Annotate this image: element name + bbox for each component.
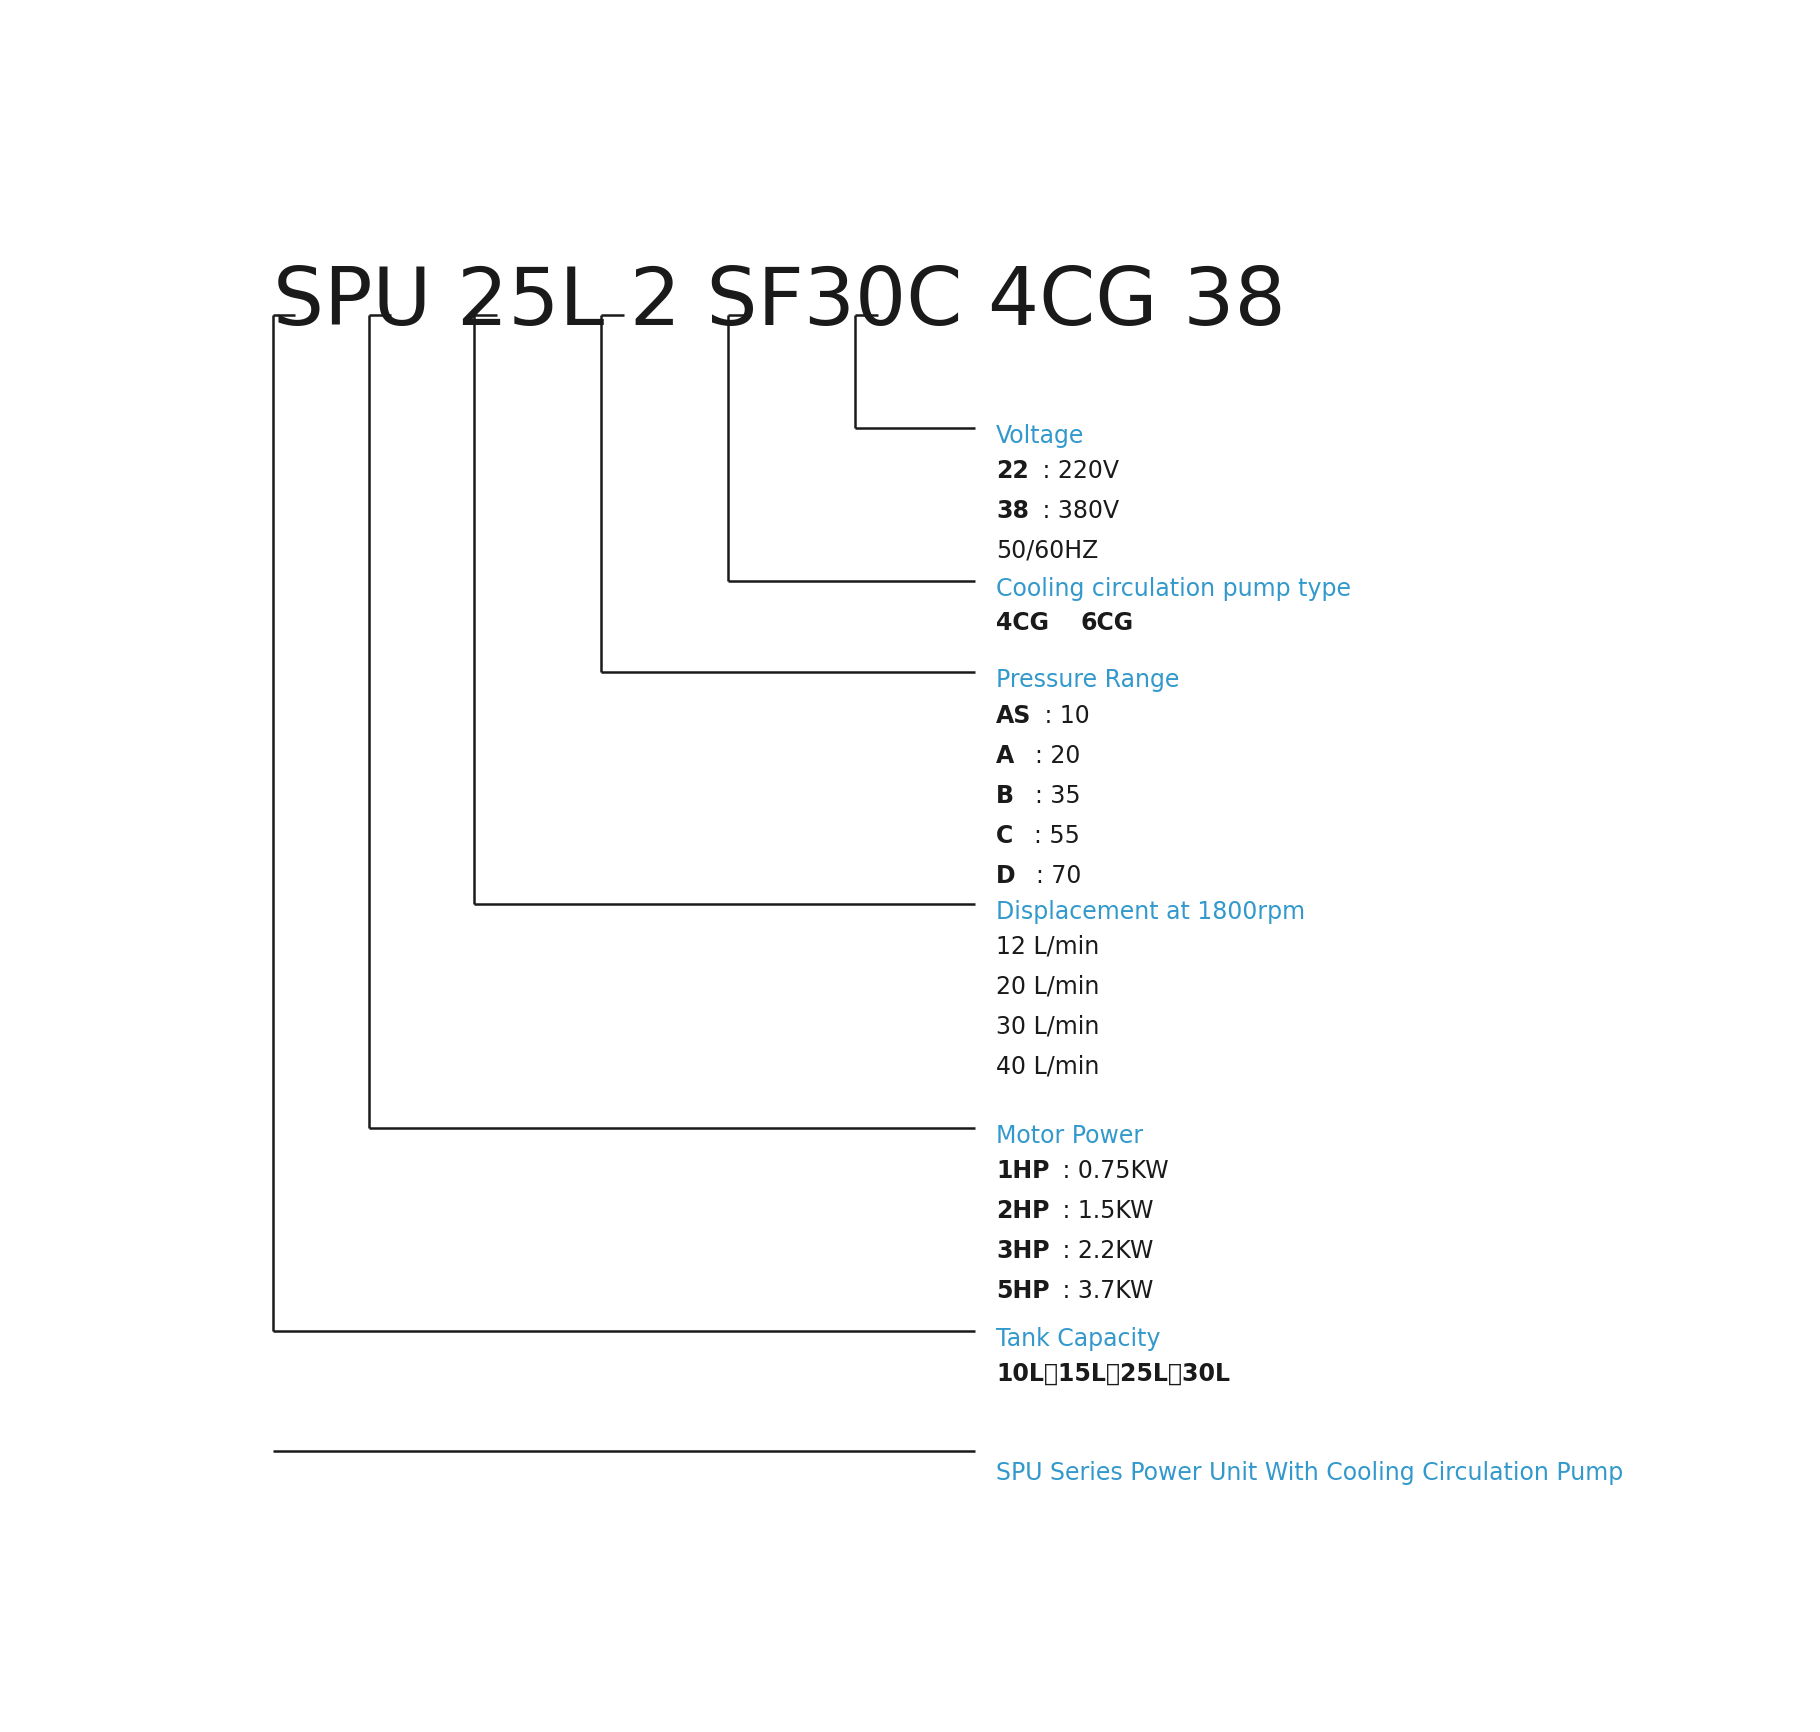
Text: Pressure Range: Pressure Range <box>996 669 1179 693</box>
Text: A: A <box>996 745 1014 767</box>
Text: Cooling circulation pump type: Cooling circulation pump type <box>996 577 1350 601</box>
Text: 22: 22 <box>996 459 1028 483</box>
Text: 38: 38 <box>996 499 1030 523</box>
Text: SPU Series Power Unit With Cooling Circulation Pump: SPU Series Power Unit With Cooling Circu… <box>996 1462 1623 1486</box>
Text: 50/60HZ: 50/60HZ <box>996 539 1099 563</box>
Text: 6CG: 6CG <box>1081 611 1134 634</box>
Text: 2HP: 2HP <box>996 1199 1050 1223</box>
Text: : 1.5KW: : 1.5KW <box>1056 1199 1154 1223</box>
Text: 12 L/min: 12 L/min <box>996 935 1099 960</box>
Text: SPU 25L 2 SF30C 4CG 38: SPU 25L 2 SF30C 4CG 38 <box>273 263 1285 341</box>
Text: : 2.2KW: : 2.2KW <box>1056 1238 1154 1263</box>
Text: : 380V: : 380V <box>1036 499 1119 523</box>
Text: 20 L/min: 20 L/min <box>996 975 1099 999</box>
Text: 10L、15L、25L、30L: 10L、15L、25L、30L <box>996 1361 1230 1386</box>
Text: C: C <box>996 824 1014 849</box>
Text: : 20: : 20 <box>1021 745 1081 767</box>
Text: 40 L/min: 40 L/min <box>996 1055 1099 1079</box>
Text: : 220V: : 220V <box>1034 459 1119 483</box>
Text: : 55: : 55 <box>1019 824 1079 849</box>
Text: Tank Capacity: Tank Capacity <box>996 1327 1161 1351</box>
Text: AS: AS <box>996 703 1032 727</box>
Text: : 10: : 10 <box>1037 703 1090 727</box>
Text: 30 L/min: 30 L/min <box>996 1015 1099 1039</box>
Text: D: D <box>996 864 1016 889</box>
Text: Voltage: Voltage <box>996 424 1085 449</box>
Text: 3HP: 3HP <box>996 1238 1050 1263</box>
Text: Motor Power: Motor Power <box>996 1124 1143 1148</box>
Text: 5HP: 5HP <box>996 1278 1050 1302</box>
Text: : 0.75KW: : 0.75KW <box>1056 1159 1168 1183</box>
Text: Displacement at 1800rpm: Displacement at 1800rpm <box>996 901 1305 923</box>
Text: B: B <box>996 785 1014 807</box>
Text: : 70: : 70 <box>1021 864 1081 889</box>
Text: 4CG: 4CG <box>996 611 1048 634</box>
Text: : 35: : 35 <box>1019 785 1081 807</box>
Text: : 3.7KW: : 3.7KW <box>1056 1278 1154 1302</box>
Text: 1HP: 1HP <box>996 1159 1050 1183</box>
